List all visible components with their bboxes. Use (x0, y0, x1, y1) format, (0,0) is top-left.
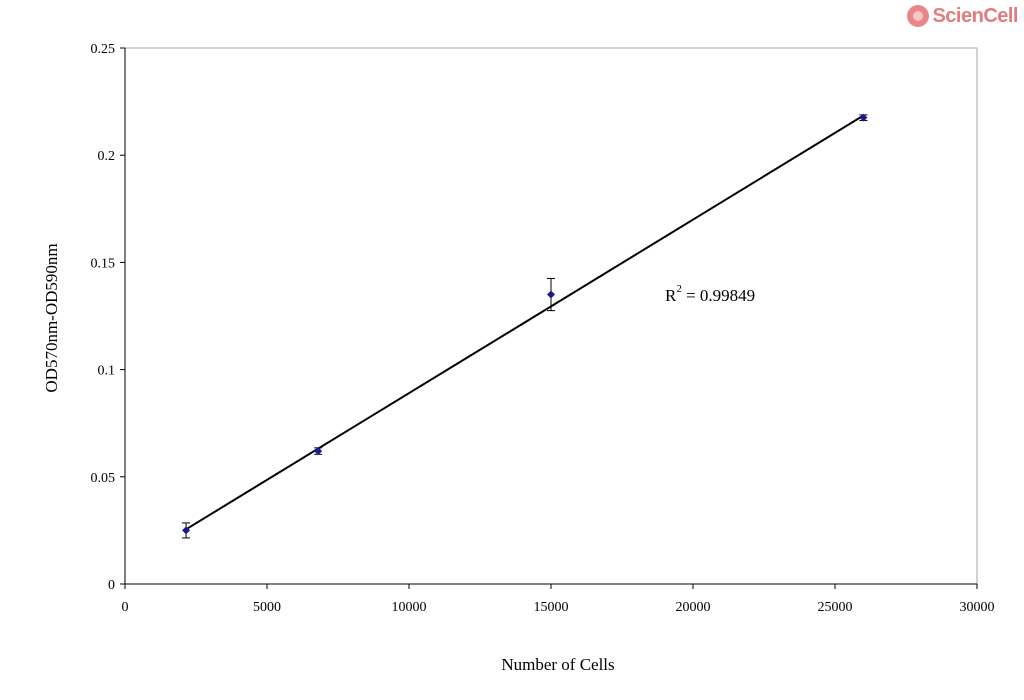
trendline-group (185, 114, 864, 531)
r-squared-label: R (665, 286, 677, 305)
y-tick-label: 0.15 (91, 256, 116, 271)
x-tick-label: 15000 (534, 600, 569, 615)
data-points (182, 113, 868, 535)
y-tick-label: 0.2 (98, 149, 116, 164)
r-squared-annotation: R2 = 0.99849 (665, 283, 755, 305)
y-tick-label: 0 (108, 578, 115, 593)
x-axis-title: Number of Cells (501, 655, 614, 674)
data-point (547, 290, 555, 299)
data-point (859, 113, 868, 122)
logo-mark (907, 5, 930, 27)
x-tick-label: 10000 (392, 600, 427, 615)
logo-text: ScienCell (932, 4, 1018, 27)
r-squared-value: = 0.99849 (682, 286, 755, 305)
y-axis-title: OD570nm-OD590nm (42, 243, 61, 392)
x-tick-label: 30000 (960, 600, 995, 615)
plot-area (124, 47, 978, 585)
x-tick-label: 5000 (253, 600, 281, 615)
sciencell-logo: ScienCell (907, 0, 1018, 32)
data-point (314, 447, 323, 456)
x-tick-label: 20000 (676, 600, 711, 615)
x-tick-label: 25000 (818, 600, 853, 615)
r-squared-superscript: 2 (676, 283, 682, 295)
y-tick-label: 0.25 (91, 42, 116, 57)
x-ticks: 0 5000 10000 15000 20000 25000 30000 (122, 584, 995, 615)
y-tick-label: 0.1 (98, 364, 116, 379)
data-point (182, 526, 191, 535)
y-ticks: 0 0.05 0.1 0.15 0.2 0.25 (91, 42, 125, 593)
trendline (185, 114, 864, 531)
plot-frame (124, 47, 978, 585)
y-tick-label: 0.05 (91, 471, 116, 486)
x-tick-label: 0 (122, 600, 129, 615)
